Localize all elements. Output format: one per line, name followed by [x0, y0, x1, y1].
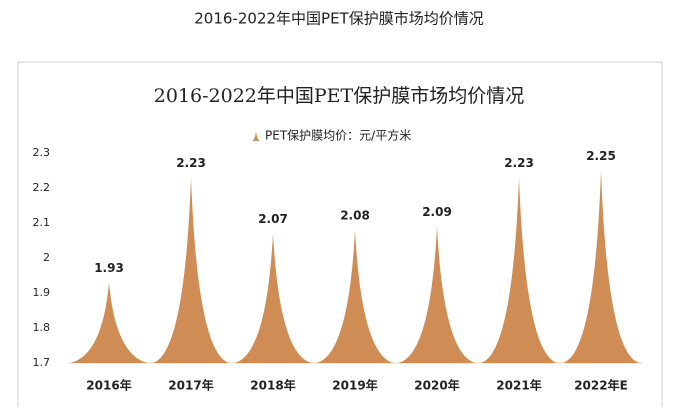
- y-tick-label: 2.3: [33, 146, 51, 159]
- x-tick-label: 2017年: [168, 378, 213, 393]
- y-tick-label: 2: [43, 251, 50, 264]
- value-label: 2.07: [258, 212, 288, 226]
- chart-title: 2016-2022年中国PET保护膜市场均价情况: [154, 85, 524, 107]
- spike: [70, 282, 148, 363]
- value-label: 1.93: [94, 261, 124, 275]
- spike: [398, 226, 476, 363]
- y-tick-label: 2.2: [33, 181, 51, 194]
- value-label: 2.08: [340, 209, 370, 223]
- y-tick-label: 2.1: [33, 216, 51, 229]
- y-tick-label: 1.9: [33, 286, 51, 299]
- x-tick-label: 2021年: [496, 378, 541, 393]
- y-tick-label: 1.7: [33, 356, 51, 369]
- y-tick-label: 1.8: [33, 321, 51, 334]
- x-tick-label: 2019年: [332, 378, 377, 393]
- value-label: 2.25: [586, 149, 616, 163]
- x-tick-label: 2022年E: [574, 378, 628, 393]
- page-title: 2016-2022年中国PET保护膜市场均价情况: [194, 10, 483, 28]
- spike: [480, 177, 558, 363]
- value-label: 2.09: [422, 205, 452, 219]
- value-label: 2.23: [176, 156, 206, 170]
- x-tick-label: 2016年: [86, 378, 131, 393]
- legend-marker: [252, 131, 260, 141]
- spike: [316, 230, 394, 363]
- value-label: 2.23: [504, 156, 534, 170]
- legend-label: PET保护膜均价：元/平方米: [265, 128, 411, 143]
- x-tick-label: 2018年: [250, 378, 295, 393]
- x-tick-label: 2020年: [414, 378, 459, 393]
- spike: [562, 170, 640, 363]
- spike: [234, 233, 312, 363]
- spike: [152, 177, 230, 363]
